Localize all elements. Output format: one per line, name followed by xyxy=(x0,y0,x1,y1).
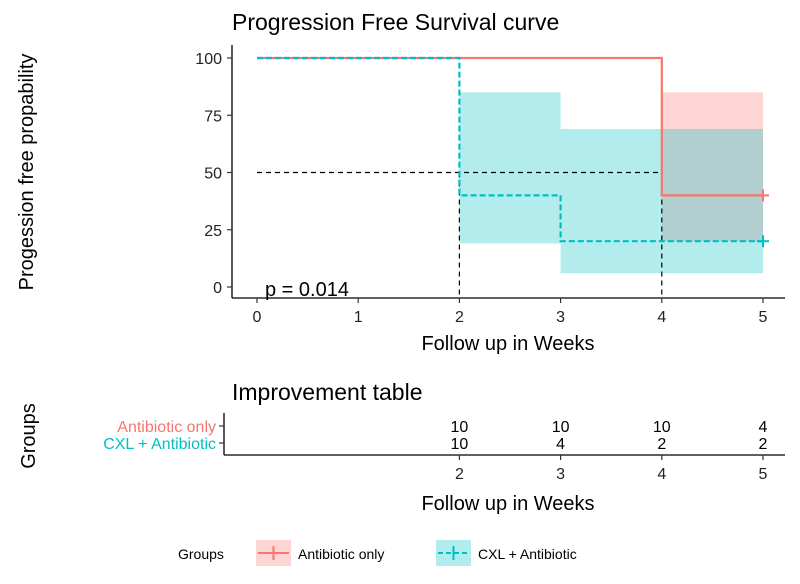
legend-label-cxl-antibiotic: CXL + Antibiotic xyxy=(478,546,577,562)
ci-band-cxl-antibiotic-0 xyxy=(459,92,561,244)
legend-title: Groups xyxy=(178,546,224,562)
legend-label-antibiotic-only: Antibiotic only xyxy=(298,546,384,562)
x-tick-label: 0 xyxy=(253,309,262,326)
table-x-axis-title: Follow up in Weeks xyxy=(421,493,594,515)
table-title: Improvement table xyxy=(232,379,422,405)
x-tick-label: 5 xyxy=(759,309,768,326)
table-cell: 2 xyxy=(657,436,666,453)
table-cell: 10 xyxy=(451,419,469,436)
y-tick-label: 75 xyxy=(204,108,222,125)
y-tick-label: 0 xyxy=(213,280,222,297)
x-tick-label: 3 xyxy=(556,309,565,326)
table-cell: 10 xyxy=(552,419,570,436)
main-y-axis-title: Progession free propability xyxy=(16,54,38,291)
x-tick-label: 2 xyxy=(455,309,464,326)
y-tick-label: 100 xyxy=(195,51,222,68)
table-cell: 4 xyxy=(556,436,565,453)
main-chart-title: Progression Free Survival curve xyxy=(232,9,559,35)
ci-band-antibiotic-only-0 xyxy=(661,92,763,242)
table-cell: 10 xyxy=(653,419,671,436)
y-tick-label: 25 xyxy=(204,223,222,240)
table-row-label-cxl-antibiotic: CXL + Antibiotic xyxy=(103,436,216,453)
survival-lines xyxy=(257,56,769,248)
table-x-tick-label: 4 xyxy=(657,466,666,483)
table-cell: 4 xyxy=(759,419,768,436)
x-tick-label: 1 xyxy=(354,309,363,326)
x-tick-label: 4 xyxy=(657,309,666,326)
table-x-tick-label: 5 xyxy=(759,466,768,483)
table-y-axis-title: Groups xyxy=(18,403,40,469)
main-x-axis-title: Follow up in Weeks xyxy=(421,333,594,355)
confidence-bands xyxy=(459,92,763,274)
table-cell: 2 xyxy=(759,436,768,453)
y-tick-label: 50 xyxy=(204,166,222,183)
p-value-annotation: p = 0.014 xyxy=(265,279,349,301)
survival-line-cxl-antibiotic xyxy=(257,56,763,243)
table-x-tick-label: 2 xyxy=(455,466,464,483)
legend: Groups Antibiotic only CXL + Antibiotic xyxy=(178,540,577,566)
main-axes: 0 25 50 75 100 0 1 2 3 4 5 xyxy=(195,45,785,326)
table-cell: 10 xyxy=(451,436,469,453)
table-row-label-antibiotic-only: Antibiotic only xyxy=(117,419,216,436)
table-x-tick-label: 3 xyxy=(556,466,565,483)
